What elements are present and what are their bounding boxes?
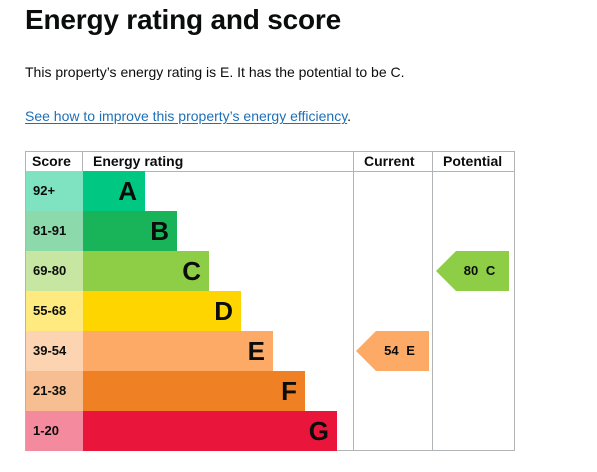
potential-header: Potential	[443, 153, 503, 169]
header-divider	[26, 171, 514, 172]
rating-summary: This property’s energy rating is E. It h…	[25, 64, 405, 80]
energy-rating-header: Energy rating	[93, 153, 184, 169]
band-score: 39-54	[26, 331, 83, 371]
energy-rating-chart: Score Energy rating Current Potential 92…	[25, 151, 515, 451]
divider	[82, 152, 83, 171]
improve-efficiency-link[interactable]: See how to improve this property’s energ…	[25, 108, 348, 124]
band-bar: F	[83, 371, 305, 411]
divider	[353, 152, 354, 450]
band-bar: A	[83, 171, 145, 211]
band-bar: G	[83, 411, 337, 451]
band-letter: C	[182, 256, 201, 286]
current-rating-arrow: 54 E	[356, 331, 429, 371]
band-bar: E	[83, 331, 273, 371]
band-letter: G	[308, 416, 329, 446]
band-bar: B	[83, 211, 177, 251]
band-bar: D	[83, 291, 241, 331]
current-header: Current	[364, 153, 415, 169]
band-score: 21-38	[26, 371, 83, 411]
band-letter: B	[150, 216, 169, 246]
band-score: 92+	[26, 171, 83, 211]
band-score: 55-68	[26, 291, 83, 331]
improve-link-container: See how to improve this property’s energ…	[25, 108, 351, 124]
band-letter: A	[118, 176, 137, 206]
potential-rating-arrow: 80 C	[436, 251, 509, 291]
page-title: Energy rating and score	[25, 4, 341, 35]
band-bar: C	[83, 251, 209, 291]
link-suffix: .	[347, 108, 352, 124]
band-letter: F	[281, 376, 297, 406]
band-letter: E	[247, 336, 265, 366]
divider	[432, 152, 433, 450]
band-score: 81-91	[26, 211, 83, 251]
score-header: Score	[32, 153, 71, 169]
band-score: 1-20	[26, 411, 83, 451]
band-score: 69-80	[26, 251, 83, 291]
band-letter: D	[214, 296, 233, 326]
